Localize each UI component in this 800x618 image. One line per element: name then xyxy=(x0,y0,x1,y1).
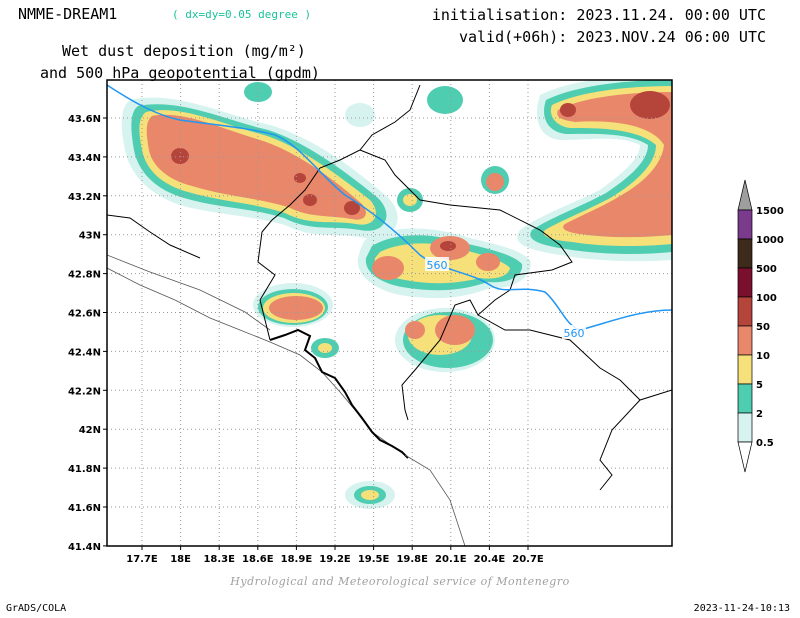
colorbar-segment xyxy=(737,325,753,356)
coastline-montenegro xyxy=(269,328,409,459)
x-tick-label: 17.7E xyxy=(126,554,158,565)
colorbar: 1500 1000 500 100 50 10 5 2 0.5 xyxy=(737,179,784,473)
colorbar-level-label: 5 xyxy=(756,380,763,391)
variable-title-line1: Wet dust deposition (mg/m²) xyxy=(62,42,306,60)
x-tick-label: 20.4E xyxy=(474,554,506,565)
geography-lines xyxy=(107,84,672,546)
y-tick-label: 42.6N xyxy=(68,309,101,320)
contour-label: 560 xyxy=(427,259,448,272)
colorbar-segment xyxy=(737,354,753,385)
colorbar-segment xyxy=(737,209,753,240)
x-tick-label: 20.1E xyxy=(435,554,467,565)
colorbar-level-label: 50 xyxy=(756,322,770,333)
y-tick-label: 43.6N xyxy=(68,114,101,125)
coastline-detail xyxy=(107,254,271,331)
y-tick-label: 42.4N xyxy=(68,347,101,358)
y-tick-label: 42.8N xyxy=(68,270,101,281)
colorbar-level-label: 1000 xyxy=(756,235,784,246)
y-tick-label: 41.8N xyxy=(68,464,101,475)
x-tick-label: 19.8E xyxy=(396,554,428,565)
colorbar-level-label: 0.5 xyxy=(756,438,774,449)
x-tick-label: 18.3E xyxy=(203,554,235,565)
colorbar-level-label: 2 xyxy=(756,409,763,420)
colorbar-level-label: 1500 xyxy=(756,206,784,217)
y-tick-label: 41.6N xyxy=(68,503,101,514)
contour-label: 560 xyxy=(564,327,585,340)
x-tick-label: 19.2E xyxy=(319,554,351,565)
border-kosovo-albania xyxy=(477,314,672,401)
x-tick-label: 19.5E xyxy=(358,554,390,565)
dust-deposition-field xyxy=(121,80,672,509)
colorbar-segment xyxy=(737,267,753,298)
colorbar-segment xyxy=(737,238,753,269)
lat-lon-grid xyxy=(107,80,672,546)
colorbar-segment xyxy=(737,412,753,443)
coastline xyxy=(107,267,406,456)
resolution-label: ( dx=dy=0.05 degree ) xyxy=(172,8,312,21)
dust-area-northeast xyxy=(517,80,672,262)
render-timestamp: 2023-11-24-10:13 xyxy=(693,603,790,614)
y-tick-label: 41.4N xyxy=(68,542,101,553)
x-axis-ticks: 17.7E 18E 18.3E 18.6E 18.9E 19.2E 19.5E 19.8E 20… xyxy=(126,546,544,565)
initialisation-time: initialisation: 2023.11.24. 00:00 UTC xyxy=(431,6,766,24)
model-title: NMME-DREAM1 xyxy=(18,5,118,23)
dust-area-northwest xyxy=(121,97,398,240)
colorbar-segment xyxy=(737,296,753,327)
border-albania-coast xyxy=(404,454,466,546)
border-bih-south xyxy=(257,231,276,341)
dust-area-small-patches xyxy=(244,82,509,509)
y-tick-label: 43.4N xyxy=(68,153,101,164)
geopotential-contour-560: 560 560 xyxy=(107,84,672,340)
border-serbia xyxy=(359,149,573,421)
border-albania-macedonia xyxy=(599,399,641,491)
valid-time: valid(+06h): 2023.NOV.24 06:00 UTC xyxy=(458,28,766,46)
border-bih-montenegro xyxy=(261,84,421,233)
y-tick-label: 42N xyxy=(79,425,101,436)
y-axis-ticks: 43.6N 43.4N 43.2N 43N 42.8N 42.6N 42.4N 42.2N 42… xyxy=(68,114,107,553)
x-tick-label: 20.7E xyxy=(512,554,544,565)
colorbar-level-label: 100 xyxy=(756,293,777,304)
y-tick-label: 43.2N xyxy=(68,192,101,203)
colorbar-segment xyxy=(737,383,753,414)
colorbar-level-label: 10 xyxy=(756,351,770,362)
y-tick-label: 42.2N xyxy=(68,386,101,397)
colorbar-level-label: 500 xyxy=(756,264,777,275)
x-tick-label: 18.9E xyxy=(281,554,313,565)
credit-text: Hydrological and Meteorological service … xyxy=(230,575,570,588)
colorbar-bottom-arrow xyxy=(737,441,753,473)
variable-title-line2: and 500 hPa geopotential (gpdm) xyxy=(40,64,320,82)
x-tick-label: 18E xyxy=(170,554,191,565)
y-tick-label: 43N xyxy=(79,231,101,242)
x-tick-label: 18.6E xyxy=(242,554,274,565)
colorbar-top-arrow xyxy=(737,179,753,211)
border-croatia-bih xyxy=(107,214,201,259)
software-label: GrADS/COLA xyxy=(6,603,67,614)
